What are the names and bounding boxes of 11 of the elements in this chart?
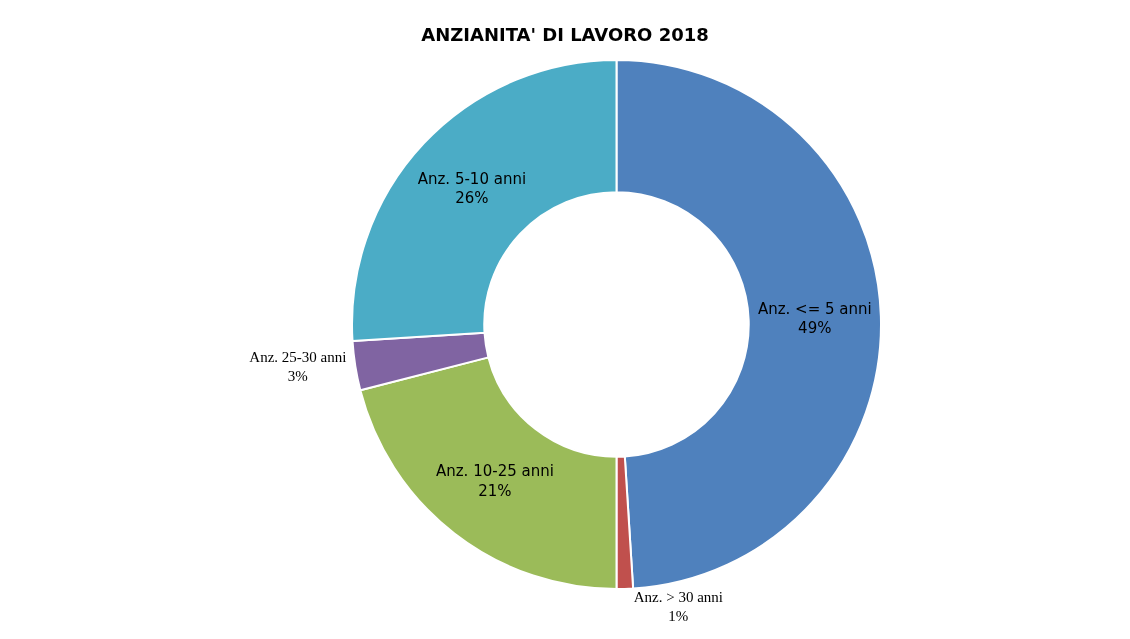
slice-label: Anz. > 30 anni — [633, 588, 723, 605]
data-label: 3% — [287, 368, 308, 385]
data-label: 21% — [478, 482, 512, 500]
chart-title: ANZIANITA' DI LAVORO 2018 — [421, 24, 709, 46]
data-label: 26% — [455, 189, 489, 208]
slice-label: Anz. <= 5 anni — [757, 299, 872, 318]
slice-label: Anz. 5-10 anni — [417, 169, 527, 188]
data-label: 49% — [798, 319, 832, 338]
slice-label: Anz. 10-25 anni — [435, 462, 554, 481]
data-label: 1% — [668, 608, 689, 625]
slice-label: Anz. 25-30 anni — [249, 348, 347, 365]
